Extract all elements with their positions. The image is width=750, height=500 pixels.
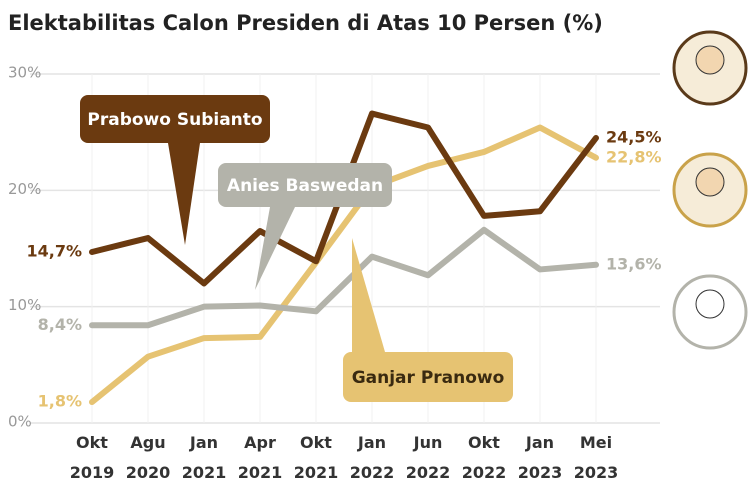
value-label: 8,4% (38, 315, 82, 334)
x-tick-label: Mei 2023 (574, 433, 619, 482)
x-tick-label: Jan 2021 (182, 433, 227, 482)
y-tick-label: 0% (8, 413, 32, 431)
series-line (89, 226, 599, 329)
x-tick-label: Apr 2021 (238, 433, 283, 482)
portrait-face (695, 289, 725, 319)
chart-title: Elektabilitas Calon Presiden di Atas 10 … (8, 11, 603, 35)
x-tick-label: Jan 2022 (350, 433, 395, 482)
legend-box (218, 163, 392, 207)
x-tick-label: Jun 2022 (406, 433, 451, 482)
value-label: 24,5% (606, 127, 662, 146)
legend-box (343, 352, 513, 402)
portrait-face (695, 167, 725, 197)
legend-box (80, 95, 270, 143)
value-label: 22,8% (606, 147, 662, 166)
portrait-face (695, 45, 725, 75)
value-label: 1,8% (38, 392, 82, 411)
legend-pointer (255, 207, 295, 290)
y-tick-label: 20% (8, 180, 41, 198)
x-tick-label: Okt 2022 (462, 433, 507, 482)
portraits (672, 30, 748, 350)
x-tick-label: Okt 2021 (294, 433, 339, 482)
legend-label: Ganjar Pranowo (352, 368, 505, 388)
legend-pointer (352, 238, 385, 352)
legend-label: Prabowo Subianto (87, 110, 262, 130)
x-tick-label: Jan 2023 (518, 433, 563, 482)
value-label: 14,7% (26, 241, 82, 260)
x-tick-label: Agu 2020 (126, 433, 171, 482)
legend-label: Anies Baswedan (227, 176, 383, 196)
x-tick-label: Okt 2019 (70, 433, 115, 482)
y-tick-label: 30% (8, 64, 41, 82)
series-line (89, 124, 599, 406)
legend-pointer (168, 143, 200, 245)
value-label: 13,6% (606, 254, 662, 273)
y-tick-label: 10% (8, 296, 41, 314)
